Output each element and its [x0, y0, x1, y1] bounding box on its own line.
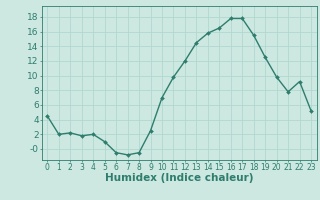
X-axis label: Humidex (Indice chaleur): Humidex (Indice chaleur)	[105, 173, 253, 183]
